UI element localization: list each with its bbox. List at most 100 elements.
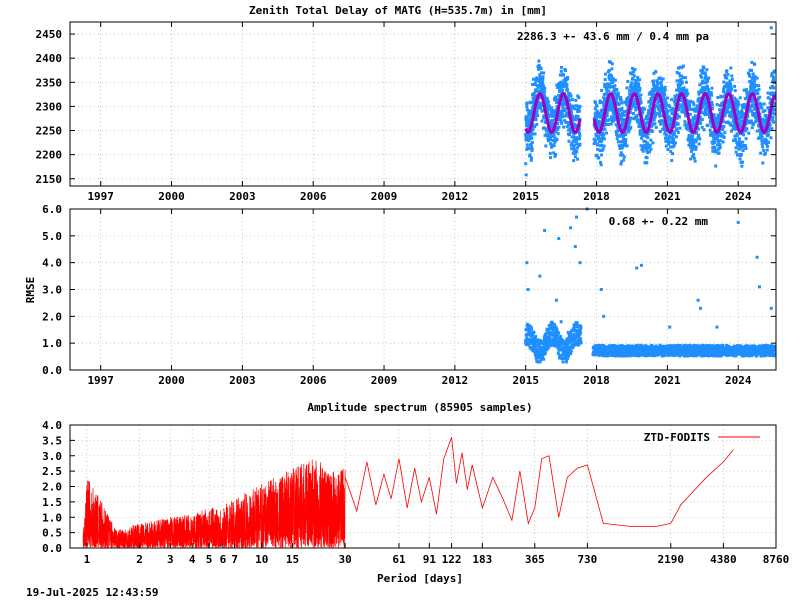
- ztd-point: [638, 78, 642, 82]
- ztd-point: [737, 153, 741, 157]
- ztd-point: [560, 97, 564, 101]
- ztd-point: [657, 106, 661, 110]
- ztd-point: [532, 104, 536, 108]
- ztd-point: [751, 111, 755, 115]
- ztd-point: [693, 114, 697, 118]
- ztd-point: [544, 127, 548, 131]
- ztd-point: [602, 137, 606, 141]
- rmse-point: [532, 330, 536, 334]
- ztd-point: [723, 111, 727, 115]
- ztd-point: [676, 122, 680, 126]
- rmse-point: [570, 329, 574, 333]
- ztd-point: [678, 126, 682, 130]
- ztd-point: [554, 99, 558, 103]
- ztd-point: [578, 131, 582, 135]
- ztd-point: [573, 148, 577, 152]
- ztd-point: [534, 116, 538, 120]
- ztd-point: [546, 102, 550, 106]
- ztd-point: [679, 83, 683, 87]
- ztd-point: [545, 104, 549, 108]
- ztd-point: [701, 68, 705, 72]
- ztd-x-tick-label: 2018: [583, 190, 610, 203]
- ztd-point: [616, 128, 620, 132]
- ztd-point: [740, 115, 744, 119]
- ztd-point: [643, 132, 647, 136]
- ztd-point: [554, 95, 558, 99]
- ztd-point: [659, 121, 663, 125]
- ztd-point: [759, 133, 763, 137]
- rmse-point: [639, 263, 643, 267]
- ztd-point: [556, 121, 560, 125]
- ztd-point: [613, 92, 617, 96]
- rmse-point: [537, 343, 541, 347]
- ztd-point: [649, 106, 653, 110]
- ztd-point: [750, 103, 754, 107]
- ztd-point: [733, 96, 737, 100]
- ztd-point: [675, 116, 679, 120]
- ztd-point: [664, 101, 668, 105]
- ztd-point: [748, 108, 752, 112]
- ztd-point: [570, 130, 574, 134]
- ztd-point: [563, 119, 567, 123]
- ztd-point: [749, 87, 753, 91]
- ztd-point: [734, 104, 738, 108]
- ztd-point: [651, 87, 655, 91]
- ztd-point: [536, 106, 540, 110]
- ztd-point: [557, 125, 561, 129]
- spectrum-line-short-period: [82, 459, 346, 549]
- ztd-point: [566, 121, 570, 125]
- rmse-point: [553, 324, 557, 328]
- ztd-point: [697, 92, 701, 96]
- ztd-point: [703, 103, 707, 107]
- ztd-point: [628, 111, 632, 115]
- ztd-point: [560, 121, 564, 125]
- ztd-point: [632, 117, 636, 121]
- ztd-point: [610, 67, 614, 71]
- rmse-point: [711, 349, 715, 353]
- rmse-point: [716, 344, 720, 348]
- ztd-point: [592, 142, 596, 146]
- ztd-point: [741, 144, 745, 148]
- rmse-point: [727, 350, 731, 354]
- spectrum-x-tick-label: 2190: [658, 553, 685, 566]
- ztd-point: [613, 89, 617, 93]
- rmse-point: [613, 344, 617, 348]
- ztd-point: [704, 74, 708, 78]
- rmse-point: [578, 337, 582, 341]
- spectrum-x-axis-label: Period [days]: [377, 572, 463, 585]
- rmse-point: [718, 350, 722, 354]
- ztd-point: [772, 120, 776, 124]
- ztd-point: [768, 127, 772, 131]
- ztd-point: [662, 122, 666, 126]
- rmse-point: [764, 351, 768, 355]
- rmse-point: [552, 333, 556, 337]
- ztd-point: [729, 113, 733, 117]
- rmse-point: [546, 330, 550, 334]
- ztd-point: [659, 89, 663, 93]
- ztd-point: [600, 139, 604, 143]
- ztd-point: [543, 95, 547, 99]
- ztd-point: [607, 122, 611, 126]
- ztd-point: [616, 94, 620, 98]
- ztd-point: [734, 127, 738, 131]
- ztd-point: [530, 147, 534, 151]
- ztd-point: [634, 86, 638, 90]
- ztd-point: [727, 87, 731, 91]
- rmse-point: [579, 325, 583, 329]
- ztd-point: [612, 78, 616, 82]
- rmse-x-tick-label: 2006: [300, 374, 327, 387]
- ztd-point: [602, 92, 606, 96]
- ztd-point: [594, 134, 598, 138]
- ztd-point: [610, 105, 614, 109]
- rmse-point: [534, 335, 538, 339]
- ztd-point: [619, 151, 623, 155]
- ztd-point: [692, 153, 696, 157]
- ztd-point: [635, 88, 639, 92]
- spectrum-x-tick-label: 365: [525, 553, 545, 566]
- rmse-point: [542, 357, 546, 361]
- ztd-point: [538, 83, 542, 87]
- ztd-point: [631, 87, 635, 91]
- ztd-point: [719, 134, 723, 138]
- rmse-point: [532, 346, 536, 350]
- ztd-point: [555, 137, 559, 141]
